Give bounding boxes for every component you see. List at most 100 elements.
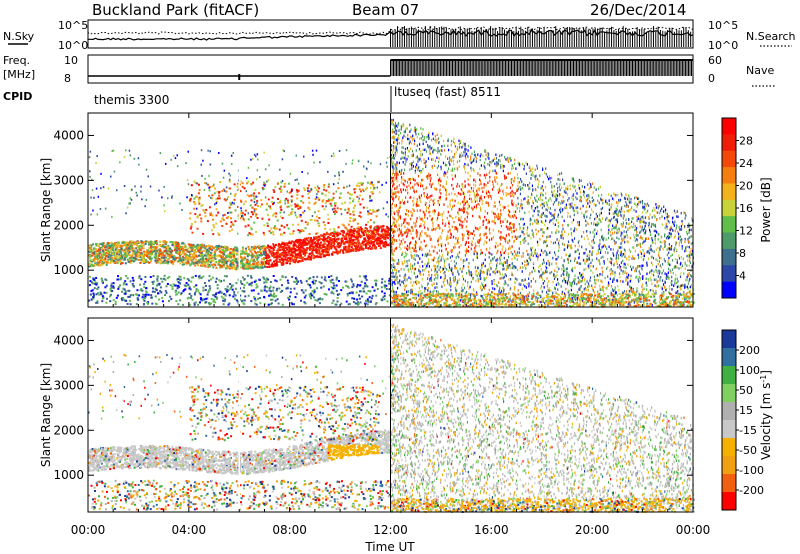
scatter-cell — [234, 248, 237, 251]
scatter-cell — [143, 283, 146, 286]
scatter-cell — [332, 232, 335, 235]
scatter-cell — [129, 303, 132, 306]
scatter-cell — [362, 240, 364, 243]
scatter-cell — [274, 225, 276, 228]
scatter-cell — [385, 234, 387, 237]
scatter-cell — [243, 263, 246, 266]
nsky-tick-bottom: 10^0 — [58, 39, 88, 52]
nave-tick-top: 60 — [708, 54, 722, 67]
scatter-cell — [185, 248, 187, 251]
scatter-cell — [205, 245, 208, 248]
scatter-cell — [190, 243, 193, 246]
scatter-cell — [381, 241, 384, 244]
scatter-cell — [355, 233, 358, 236]
scatter-cell — [266, 214, 269, 216]
scatter-cell — [245, 252, 248, 255]
scatter-cell — [300, 200, 303, 203]
scatter-cell — [260, 260, 263, 263]
scatter-cell — [207, 258, 210, 261]
scatter-cell — [266, 222, 269, 225]
scatter-cell — [299, 251, 302, 254]
scatter-cell — [314, 186, 317, 189]
scatter-cell — [96, 250, 99, 253]
scatter-cell — [228, 294, 231, 297]
scatter-cell — [268, 164, 270, 167]
scatter-cell — [511, 266, 513, 270]
scatter-cell — [295, 253, 297, 256]
scatter-cell — [297, 223, 300, 226]
scatter-cell — [273, 191, 276, 193]
scatter-cell — [164, 256, 167, 259]
scatter-cell — [123, 257, 126, 260]
scatter-cell — [270, 247, 273, 250]
scatter-cell — [188, 287, 191, 290]
scatter-cell — [230, 221, 233, 224]
scatter-cell — [675, 227, 677, 230]
scatter-cell — [225, 262, 228, 265]
scatter-cell — [214, 245, 217, 248]
scatter-cell — [244, 252, 246, 255]
scatter-cell — [181, 261, 184, 264]
scatter-cell — [348, 234, 351, 237]
scatter-cell — [250, 228, 253, 231]
scatter-cell — [222, 249, 225, 252]
scatter-cell — [256, 169, 259, 172]
scatter-cell — [333, 155, 335, 158]
scatter-cell — [148, 242, 151, 244]
scatter-cell — [416, 128, 418, 131]
scatter-cell — [88, 247, 91, 250]
scatter-cell — [191, 254, 194, 257]
scatter-cell — [163, 254, 166, 257]
scatter-cell — [254, 302, 257, 305]
scatter-cell — [115, 243, 118, 246]
scatter-cell — [201, 174, 203, 177]
scatter-cell — [114, 243, 116, 246]
scatter-cell — [221, 265, 223, 268]
scatter-cell — [152, 280, 155, 283]
scatter-cell — [274, 228, 277, 231]
scatter-cell — [114, 248, 117, 251]
scatter-cell — [170, 158, 172, 161]
scatter-cell — [229, 287, 232, 290]
scatter-cell — [180, 248, 183, 251]
scatter-cell — [156, 279, 159, 282]
scatter-cell — [504, 273, 506, 276]
scatter-cell — [409, 147, 412, 151]
scatter-cell — [321, 205, 324, 208]
scatter-cell — [198, 261, 201, 264]
scatter-cell — [350, 225, 353, 228]
scatter-cell — [366, 285, 369, 288]
scatter-cell — [216, 246, 219, 249]
scatter-cell — [316, 287, 319, 290]
scatter-cell — [137, 249, 140, 252]
scatter-cell — [195, 284, 198, 287]
scatter-cell — [124, 290, 127, 293]
scatter-cell — [247, 234, 249, 237]
scatter-cell — [198, 277, 201, 280]
scatter-cell — [576, 228, 578, 231]
scatter-cell — [254, 255, 256, 258]
scatter-cell — [332, 152, 335, 155]
date-title: 26/Dec/2014 — [590, 1, 686, 19]
scatter-cell — [314, 249, 317, 252]
scatter-cell — [125, 283, 128, 286]
scatter-cell — [280, 254, 283, 256]
scatter-cell — [351, 297, 354, 300]
scatter-cell — [204, 289, 207, 291]
scatter-cell — [251, 233, 254, 236]
scatter-cell — [145, 259, 148, 261]
scatter-cell — [566, 193, 569, 196]
scatter-cell — [327, 248, 330, 251]
scatter-cell — [242, 267, 245, 270]
scatter-cell — [106, 246, 109, 249]
scatter-cell — [449, 156, 451, 159]
scatter-cell — [229, 247, 232, 250]
scatter-cell — [300, 214, 302, 216]
scatter-cell — [240, 212, 243, 215]
scatter-cell — [283, 185, 286, 188]
scatter-cell — [230, 253, 233, 256]
scatter-cell — [364, 276, 367, 279]
scatter-cell — [250, 158, 252, 161]
scatter-cell — [100, 264, 103, 266]
scatter-cell — [358, 294, 360, 297]
